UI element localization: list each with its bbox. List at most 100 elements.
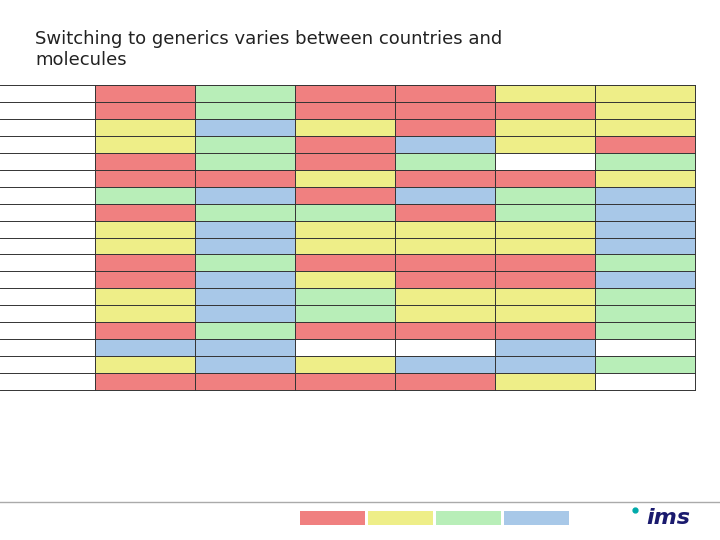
Bar [295,305,395,322]
Bar [195,272,295,288]
Bar [95,170,195,187]
Bar [295,220,395,238]
Bar [495,288,595,305]
Bar [295,272,395,288]
Bar [195,305,295,322]
Bar [395,254,495,272]
Bar [95,356,195,373]
Bar [495,272,595,288]
Bar [395,220,495,238]
Bar [395,102,495,119]
Bar [595,187,695,204]
Bar [495,238,595,254]
Bar [95,85,195,102]
Bar [395,204,495,220]
Bar [495,102,595,119]
Bar [595,170,695,187]
Bar [95,373,195,390]
Bar [395,356,495,373]
Bar [95,220,195,238]
Bar [95,204,195,220]
Bar [295,254,395,272]
Bar [495,85,595,102]
Bar [595,85,695,102]
Bar [495,119,595,136]
Bar [195,204,295,220]
Bar [495,322,595,339]
Bar [95,288,195,305]
Bar [495,356,595,373]
Bar [395,119,495,136]
Bar [295,119,395,136]
Bar [595,153,695,170]
Bar [395,305,495,322]
Bar [95,136,195,153]
Bar [595,356,695,373]
Bar [395,322,495,339]
Bar [395,373,495,390]
Bar [504,511,569,525]
Bar [195,288,295,305]
Bar [195,356,295,373]
Bar [495,339,595,356]
Bar [95,102,195,119]
Bar [295,356,395,373]
Bar [95,153,195,170]
Bar [495,220,595,238]
Bar [295,170,395,187]
Bar [195,170,295,187]
Bar [595,102,695,119]
Bar [195,373,295,390]
Bar [395,238,495,254]
Bar [495,204,595,220]
Bar [195,238,295,254]
Bar [295,136,395,153]
Bar [195,339,295,356]
Bar [595,119,695,136]
Bar [95,119,195,136]
Bar [195,102,295,119]
Bar [95,272,195,288]
Bar [368,511,433,525]
Bar [195,119,295,136]
Bar [595,136,695,153]
Bar [395,288,495,305]
Bar [295,204,395,220]
Bar [495,373,595,390]
Bar [195,220,295,238]
Bar [295,153,395,170]
Bar [495,136,595,153]
Bar [595,254,695,272]
Bar [195,322,295,339]
Bar [595,305,695,322]
Text: ims: ims [646,508,690,528]
Bar [595,220,695,238]
Bar [95,322,195,339]
Bar [95,187,195,204]
Bar [595,272,695,288]
Bar [395,153,495,170]
Bar [195,153,295,170]
Bar [300,511,365,525]
Bar [395,136,495,153]
Bar [295,238,395,254]
Bar [595,238,695,254]
Bar [295,102,395,119]
Text: Switching to generics varies between countries and
molecules: Switching to generics varies between cou… [35,30,503,69]
Bar [395,187,495,204]
Bar [295,322,395,339]
Bar [395,272,495,288]
Bar [595,288,695,305]
Bar [295,187,395,204]
Bar [495,305,595,322]
Bar [436,511,501,525]
Bar [595,322,695,339]
Bar [295,373,395,390]
Bar [495,170,595,187]
Bar [295,288,395,305]
Bar [595,204,695,220]
Bar [295,85,395,102]
Bar [495,254,595,272]
Bar [195,85,295,102]
Bar [95,238,195,254]
